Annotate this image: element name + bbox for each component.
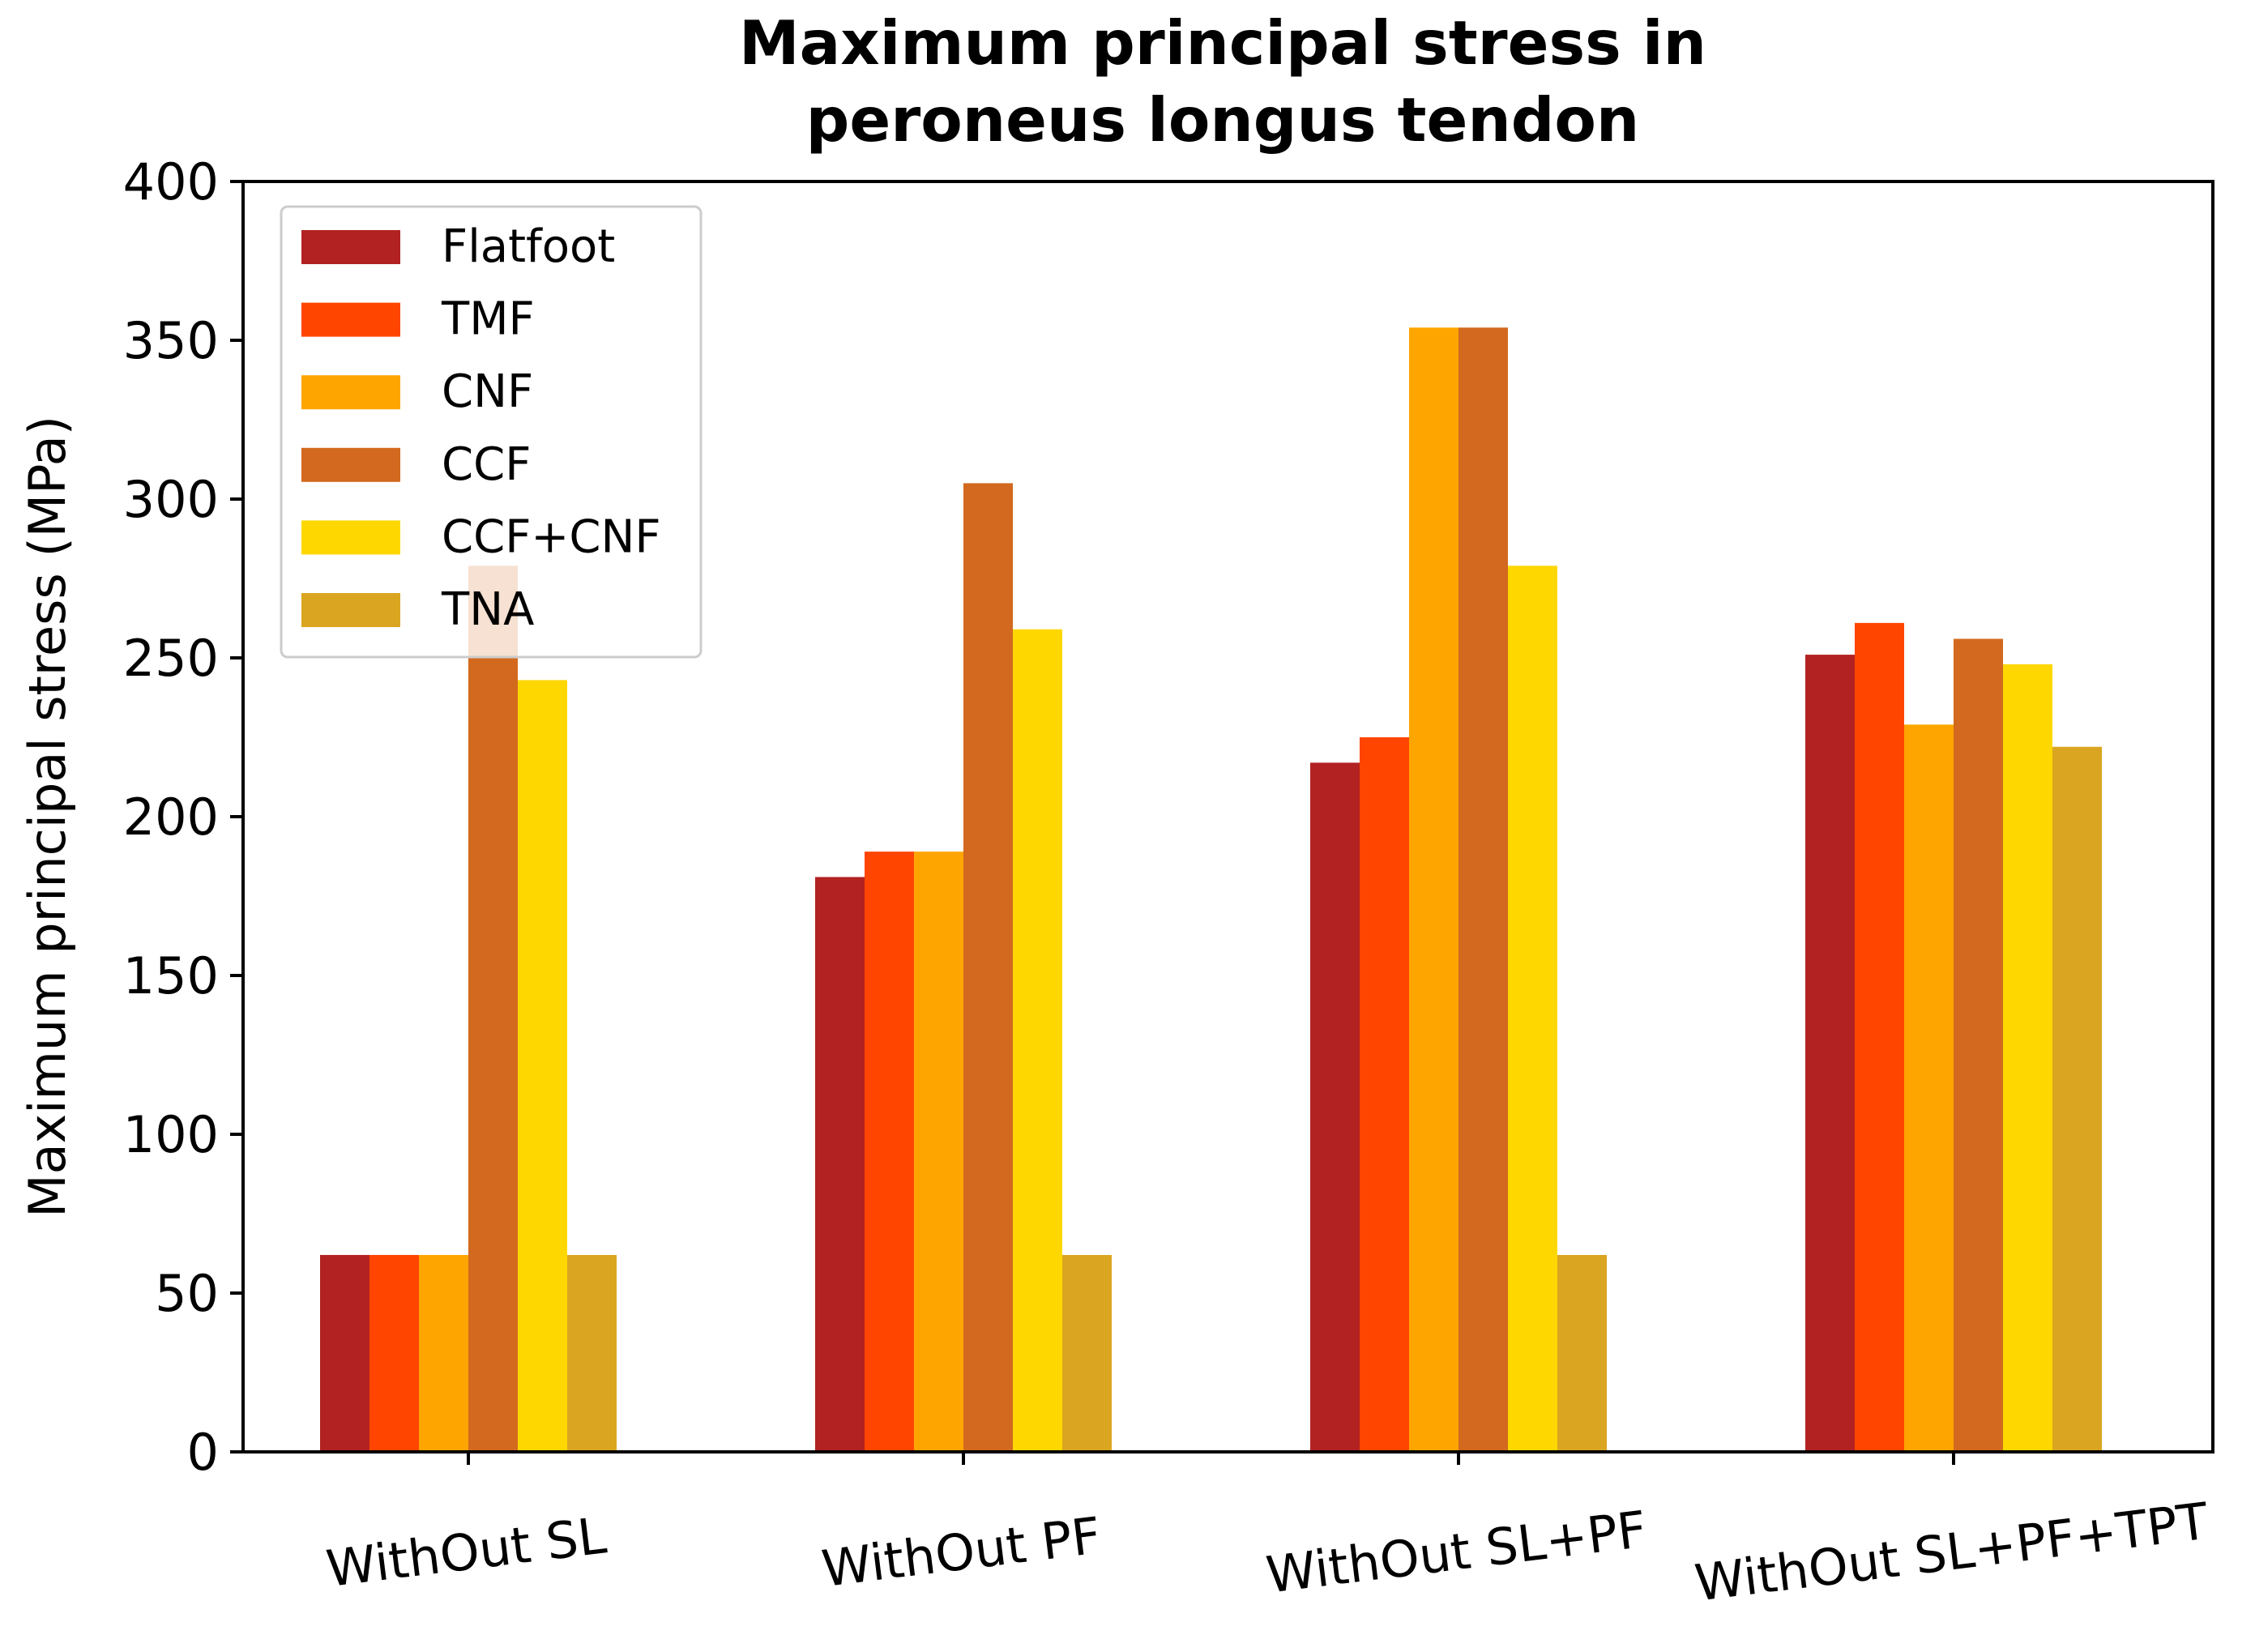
bar-ccf-cnf-2 (1508, 566, 1557, 1452)
legend-label: CCF+CNF (442, 510, 661, 563)
bar-ccf-cnf-1 (1013, 629, 1062, 1452)
y-tick-label: 300 (123, 470, 219, 529)
bar-cnf-1 (914, 852, 963, 1452)
y-tick-label: 350 (123, 311, 219, 370)
legend-label: TNA (441, 583, 534, 636)
legend-swatch-tna (301, 593, 400, 627)
y-tick-label: 200 (123, 788, 219, 847)
legend-label: TMF (441, 293, 535, 346)
bar-tmf-3 (1855, 622, 1904, 1452)
bar-ccf-1 (963, 483, 1013, 1452)
bar-tna-1 (1062, 1254, 1112, 1452)
bar-ccf-0 (468, 566, 518, 1452)
bar-tna-3 (2052, 746, 2102, 1452)
bar-flatfoot-3 (1805, 655, 1855, 1452)
y-axis-label: Maximum principal stress (MPa) (18, 416, 77, 1218)
bar-tna-2 (1557, 1254, 1607, 1452)
legend-label: Flatfoot (442, 220, 615, 273)
y-tick-label: 50 (155, 1264, 219, 1323)
chart-title-line-1: Maximum principal stress in (739, 7, 1706, 79)
bar-cnf-2 (1409, 327, 1458, 1452)
bar-tmf-0 (369, 1254, 419, 1452)
y-tick-label: 250 (123, 629, 219, 688)
y-tick-label: 0 (187, 1423, 219, 1482)
bar-flatfoot-2 (1310, 762, 1360, 1452)
plot-frame (241, 180, 2214, 1454)
legend-swatch-flatfoot (301, 230, 400, 264)
y-tick-label: 100 (123, 1105, 219, 1164)
legend-swatch-cnf (301, 375, 400, 410)
legend-label: CCF (442, 438, 531, 491)
chart-title: Maximum principal stress in peroneus lon… (739, 7, 1706, 156)
bar-tna-0 (567, 1254, 617, 1452)
legend-swatch-tmf (301, 302, 400, 337)
bars-group (320, 327, 2102, 1452)
bar-cnf-0 (419, 1254, 468, 1452)
bar-ccf-cnf-3 (2003, 664, 2052, 1452)
legend: Flatfoot TMF CNF CCF CCF+CNF TNA (280, 205, 703, 659)
bar-ccf-3 (1954, 638, 2003, 1452)
chart-title-line-2: peroneus longus tendon (806, 84, 1640, 156)
legend-swatch-ccf (301, 447, 400, 482)
legend-label: CNF (442, 365, 533, 418)
y-axis: 0 50 100 150 200 250 300 350 400 (123, 152, 243, 1482)
y-tick-label: 400 (123, 152, 219, 211)
bar-cnf-3 (1904, 724, 1954, 1452)
bar-ccf-2 (1458, 327, 1508, 1452)
bar-tmf-2 (1360, 737, 1409, 1452)
bar-ccf-cnf-0 (518, 680, 567, 1452)
bar-flatfoot-0 (320, 1254, 369, 1452)
y-tick-label: 150 (123, 946, 219, 1005)
bar-tmf-1 (865, 852, 914, 1452)
legend-swatch-ccf-cnf (301, 520, 400, 555)
bar-flatfoot-1 (815, 877, 865, 1452)
